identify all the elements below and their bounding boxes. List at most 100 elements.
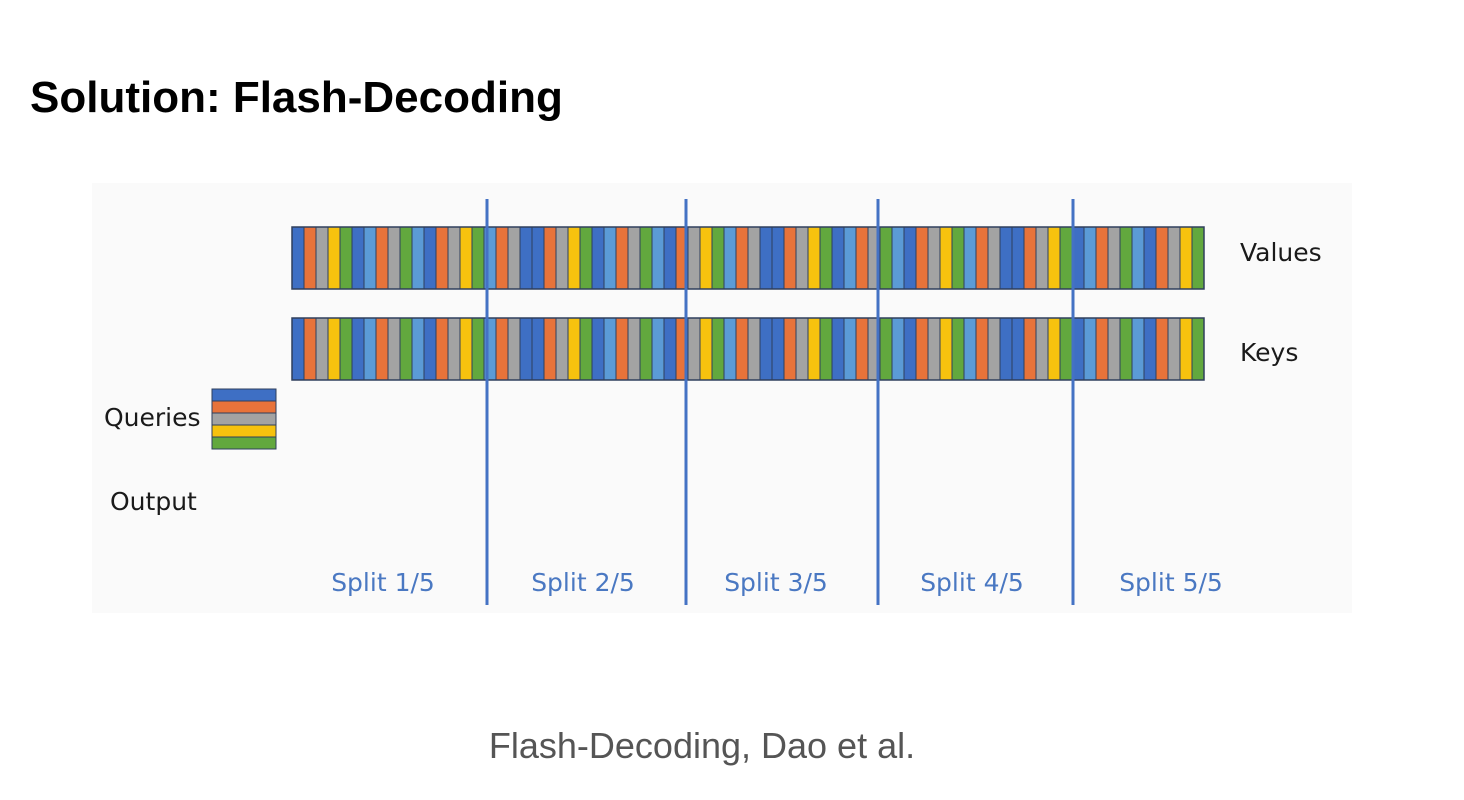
key-token [1023,317,1037,381]
value-token [591,226,605,290]
value-token [1047,226,1061,290]
key-token [315,317,329,381]
key-token [975,317,989,381]
value-token [999,226,1013,290]
value-token [963,226,977,290]
value-token [1155,226,1169,290]
value-token [687,226,701,290]
key-token [1119,317,1133,381]
key-token [915,317,929,381]
query-row [211,400,277,414]
key-token [555,317,569,381]
key-token [1179,317,1193,381]
query-row [211,412,277,426]
value-token [411,226,425,290]
value-token [699,226,713,290]
key-token [327,317,341,381]
value-token [651,226,665,290]
key-token [663,317,677,381]
key-token [999,317,1013,381]
value-token [639,226,653,290]
key-token [435,317,449,381]
key-token [579,317,593,381]
key-token [879,317,893,381]
value-token [423,226,437,290]
key-token [807,317,821,381]
value-token [567,226,581,290]
key-token [771,317,785,381]
value-token [339,226,353,290]
value-token [879,226,893,290]
key-token [747,317,761,381]
key-token [471,317,485,381]
value-token [1119,226,1133,290]
value-token [759,226,773,290]
key-token [711,317,725,381]
key-token [339,317,353,381]
value-token [891,226,905,290]
key-token [639,317,653,381]
key-token [351,317,365,381]
value-token [1179,226,1193,290]
value-token [663,226,677,290]
key-token [1107,317,1121,381]
queries-label: Queries [104,403,201,432]
key-token [1143,317,1157,381]
value-token [927,226,941,290]
output-label: Output [110,487,197,516]
key-token [819,317,833,381]
key-token [495,317,509,381]
key-token [723,317,737,381]
value-token [399,226,413,290]
key-token [1059,317,1073,381]
key-token [855,317,869,381]
values-strip [291,226,1205,290]
value-token [1011,226,1025,290]
value-token [519,226,533,290]
value-token [627,226,641,290]
key-token [567,317,581,381]
split-dividers [485,199,1075,605]
value-token [1143,226,1157,290]
key-token [963,317,977,381]
key-token [1035,317,1049,381]
key-token [783,317,797,381]
key-token [591,317,605,381]
key-token [1131,317,1145,381]
keys-label: Keys [1240,338,1298,367]
value-token [807,226,821,290]
key-token [519,317,533,381]
key-token [903,317,917,381]
key-token [699,317,713,381]
value-token [471,226,485,290]
value-token [327,226,341,290]
split-label-1: Split 1/5 [331,568,435,597]
key-token [831,317,845,381]
value-token [1095,226,1109,290]
value-token [915,226,929,290]
split-label-2: Split 2/5 [531,568,635,597]
value-token [975,226,989,290]
key-token [507,317,521,381]
value-token [1107,226,1121,290]
value-token [939,226,953,290]
key-token [603,317,617,381]
value-token [1131,226,1145,290]
key-token [411,317,425,381]
value-token [1059,226,1073,290]
key-token [363,317,377,381]
value-token [579,226,593,290]
split-label-4: Split 4/5 [920,568,1024,597]
value-token [771,226,785,290]
key-strip-border [291,317,1205,381]
keys-strip [291,317,1205,381]
value-token [951,226,965,290]
key-token [447,317,461,381]
value-token [351,226,365,290]
value-token [363,226,377,290]
value-token [903,226,917,290]
value-token [723,226,737,290]
query-row [211,436,277,450]
value-token [303,226,317,290]
split-label-3: Split 3/5 [724,568,828,597]
